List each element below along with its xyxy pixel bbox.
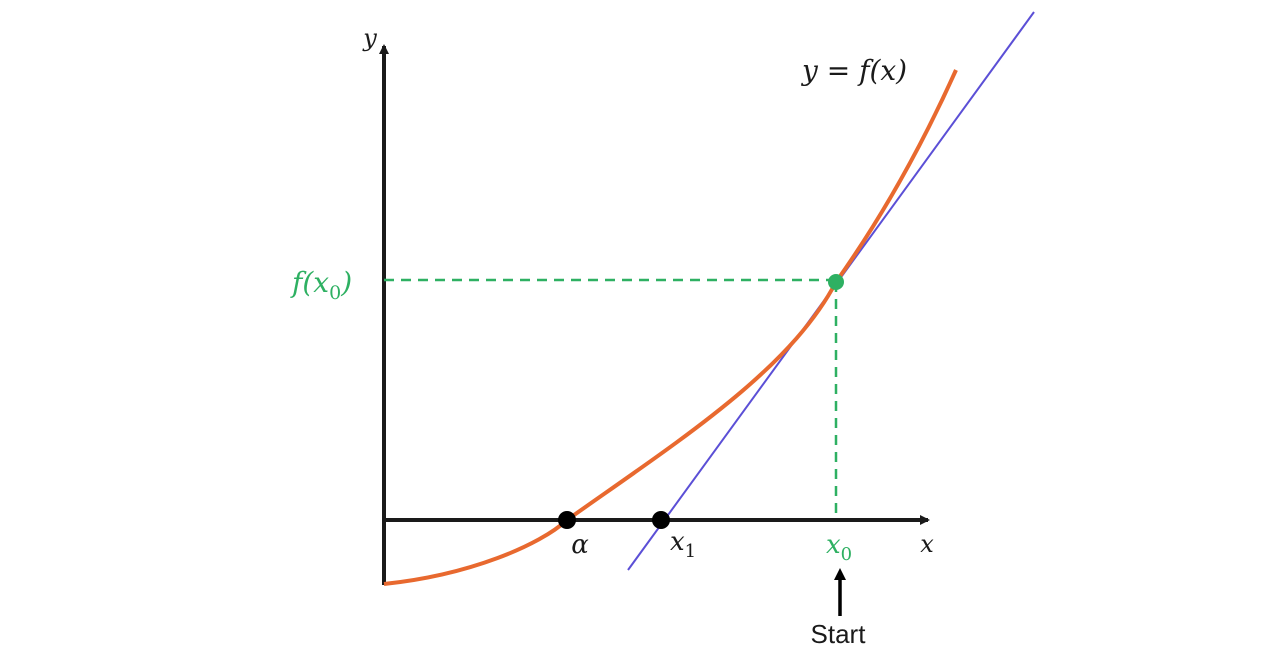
x0-label-sub: 0 — [841, 544, 852, 565]
y-axis-label: y — [362, 24, 377, 52]
x-axis-label: x — [920, 530, 934, 558]
x1-point — [652, 511, 670, 529]
root-point — [558, 511, 576, 529]
start-label: Start — [811, 619, 867, 649]
f-x0-label: f(x0) — [290, 266, 352, 304]
function-curve — [383, 69, 958, 586]
f-x0-prefix: f( — [290, 266, 314, 299]
root-label: α — [571, 530, 589, 560]
f-x0-var: x — [313, 266, 329, 299]
x0-label-var: x — [826, 530, 841, 560]
x1-label-var: x — [670, 527, 685, 557]
x0-label: x0 — [826, 530, 852, 565]
x1-label: x1 — [670, 527, 696, 562]
curve-label: y = f(x) — [800, 54, 907, 87]
x1-label-sub: 1 — [685, 541, 696, 562]
start-point — [828, 274, 844, 290]
f-x0-suffix: ) — [340, 266, 352, 299]
f-x0-sub: 0 — [329, 282, 341, 304]
